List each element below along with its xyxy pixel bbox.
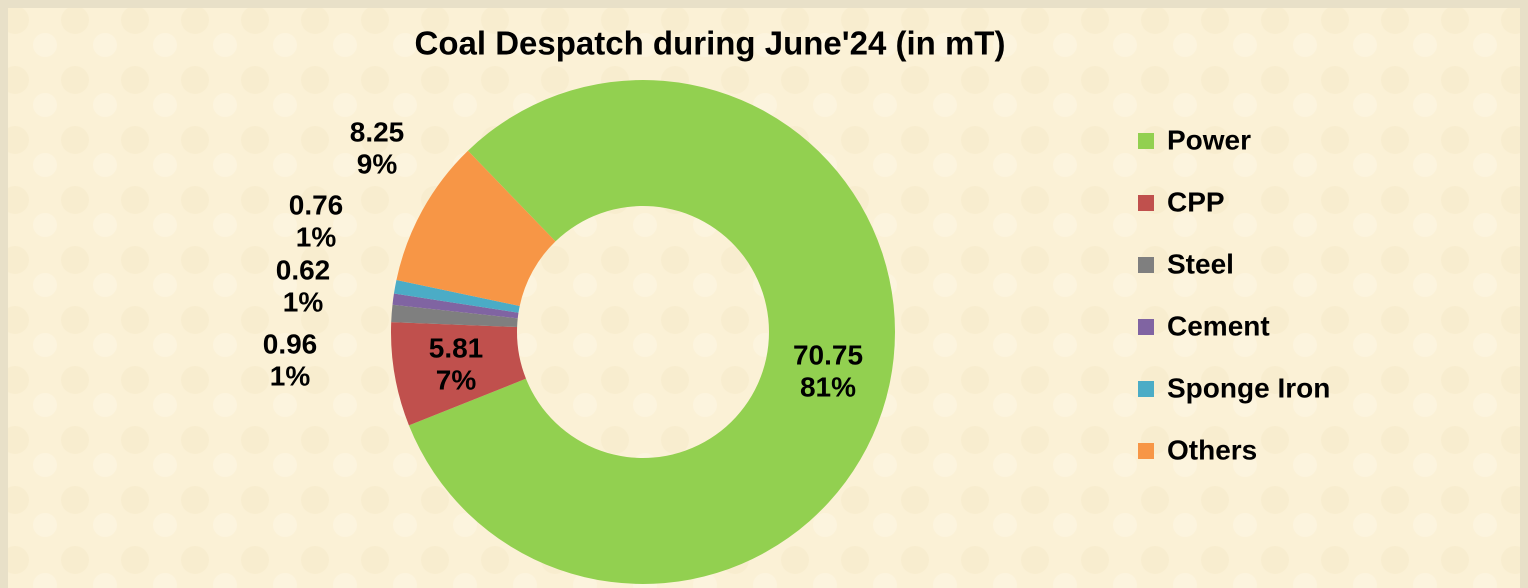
percent-label: 7% <box>436 364 477 395</box>
legend-label: Steel <box>1167 248 1234 279</box>
legend-swatch <box>1138 133 1154 149</box>
data-label: 8.25 <box>350 116 405 147</box>
data-label: 0.96 <box>263 328 318 359</box>
legend-swatch <box>1138 319 1154 335</box>
legend-swatch <box>1138 443 1154 459</box>
data-label: 5.81 <box>429 332 484 363</box>
donut-slice <box>391 322 526 426</box>
percent-label: 1% <box>283 286 324 317</box>
donut-slice <box>408 80 895 585</box>
donut-slice <box>391 304 518 328</box>
legend-label: CPP <box>1167 186 1225 217</box>
legend-swatch <box>1138 257 1154 273</box>
legend-label: Cement <box>1167 310 1270 341</box>
legend-swatch <box>1138 195 1154 211</box>
legend-label: Power <box>1167 124 1251 155</box>
percent-label: 81% <box>800 371 856 402</box>
percent-label: 1% <box>296 221 337 252</box>
data-label: 0.62 <box>276 254 331 285</box>
donut-slice <box>393 279 520 313</box>
legend-label: Others <box>1167 434 1257 465</box>
chart-title: Coal Despatch during June'24 (in mT) <box>415 25 1006 62</box>
percent-label: 1% <box>270 360 311 391</box>
data-label: 0.76 <box>289 189 344 220</box>
donut-slice <box>396 150 556 306</box>
percent-label: 9% <box>357 148 398 179</box>
legend-swatch <box>1138 381 1154 397</box>
donut-slice <box>392 293 519 319</box>
legend-label: Sponge Iron <box>1167 372 1330 403</box>
data-label: 70.75 <box>793 339 863 370</box>
